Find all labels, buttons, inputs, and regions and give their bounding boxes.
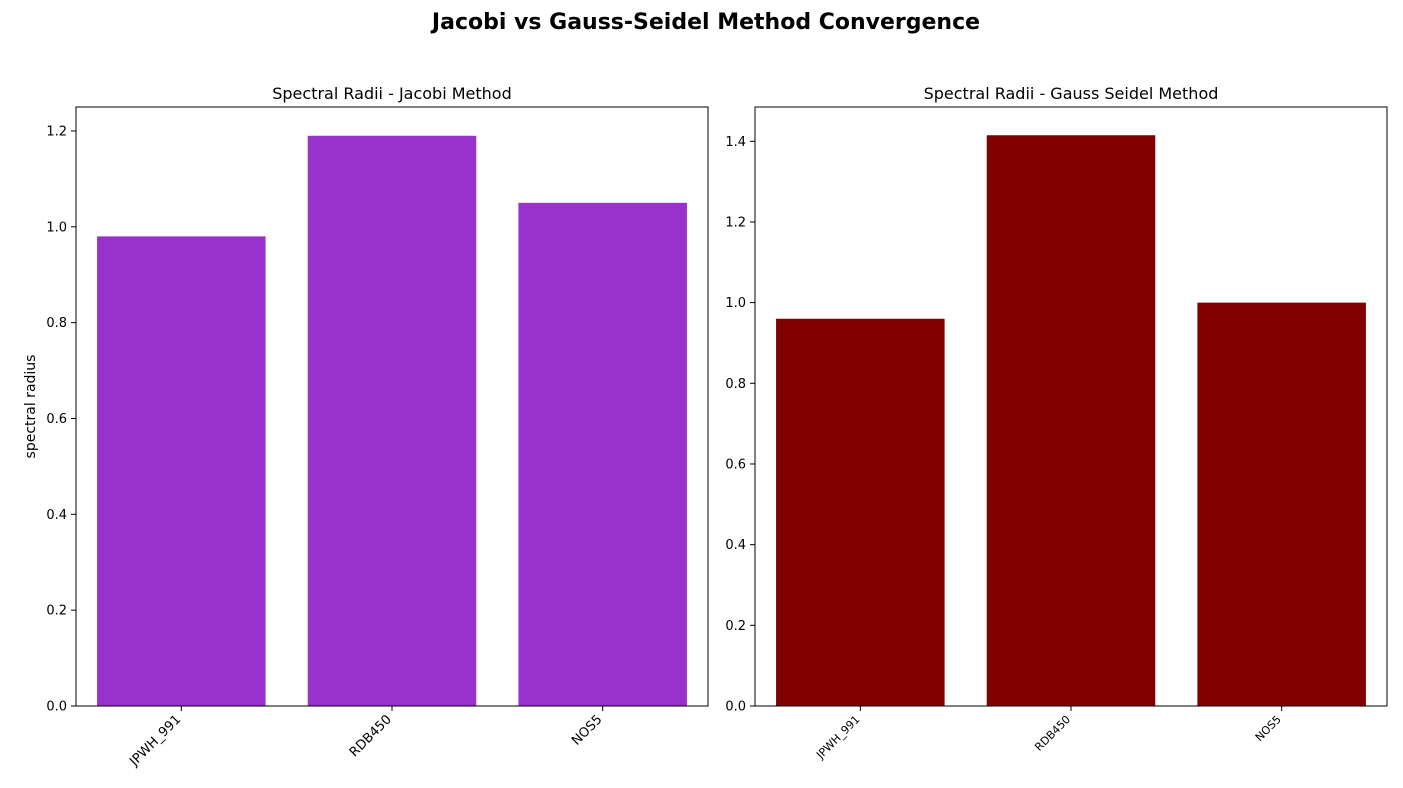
chart-1-bar-nos5 — [518, 202, 687, 706]
chart-2-ytick-label: 0.4 — [725, 538, 746, 553]
chart-1-bar-rdb450 — [307, 135, 477, 706]
figure-title: Jacobi vs Gauss-Seidel Method Convergenc… — [430, 10, 980, 35]
chart-2-bar-rdb450 — [986, 135, 1156, 707]
chart-1-ytick-label: 1.0 — [46, 220, 67, 235]
chart-2-title: Spectral Radii - Gauss Seidel Method — [924, 84, 1219, 103]
chart-1-category-label: NOS5 — [569, 712, 605, 748]
chart-2-bar-nos5 — [1197, 302, 1366, 706]
chart-2-ytick-label: 0.0 — [725, 700, 746, 715]
chart-1-ytick-label: 0.0 — [46, 700, 67, 715]
chart-2-ytick-label: 1.4 — [725, 135, 746, 150]
chart-2-ytick-label: 0.8 — [725, 377, 746, 392]
chart-2-category-label: JPWH_991 — [813, 713, 862, 762]
chart-2-ytick-label: 0.2 — [725, 619, 746, 634]
chart-1-category-label: RDB450 — [347, 712, 395, 760]
chart-1-category-label: JPWH_991 — [126, 712, 184, 770]
chart-2-ytick-label: 0.6 — [725, 457, 746, 472]
chart-1-ytick-label: 0.8 — [46, 316, 67, 331]
chart-1-ytick-label: 1.2 — [46, 124, 67, 139]
chart-1-ytick-label: 0.6 — [46, 412, 67, 427]
chart-2-category-label: NOS5 — [1253, 713, 1284, 744]
chart-2-category-label: RDB450 — [1032, 713, 1073, 754]
chart-1-ytick-label: 0.2 — [46, 604, 67, 619]
chart-2-ytick-label: 1.2 — [725, 215, 746, 230]
chart-1-title: Spectral Radii - Jacobi Method — [272, 84, 512, 103]
chart-2-bar-jpwh-991 — [776, 318, 945, 706]
chart-1-bar-jpwh-991 — [97, 236, 266, 706]
chart-1-ylabel: spectral radius — [23, 355, 39, 459]
chart-1-ytick-label: 0.4 — [46, 508, 67, 523]
chart-2-ytick-label: 1.0 — [725, 296, 746, 311]
